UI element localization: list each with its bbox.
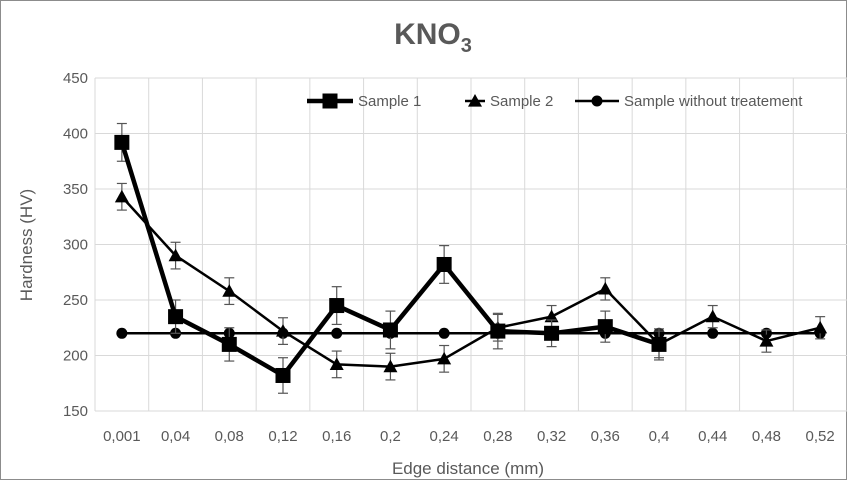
square-marker: [221, 336, 237, 352]
chart-title: KNO3: [394, 18, 472, 57]
square-marker: [490, 323, 506, 339]
x-tick-label: 0,48: [752, 428, 781, 445]
triangle-marker: [276, 324, 290, 337]
square-marker: [382, 322, 398, 338]
x-tick-label: 0,44: [698, 428, 727, 445]
grid-layer: [94, 77, 847, 412]
x-tick-label: 0,36: [591, 428, 620, 445]
circle-marker: [331, 327, 343, 339]
y-tick-label: 250: [63, 292, 88, 309]
legend-item: Sample 1: [307, 93, 421, 110]
circle-marker: [116, 327, 128, 339]
legend-item: Sample without treatement: [575, 93, 803, 110]
triangle-marker: [383, 359, 398, 373]
x-tick-label: 0,04: [161, 428, 190, 445]
x-tick-label: 0,32: [537, 428, 566, 445]
y-axis-title: Hardness (HV): [17, 189, 36, 301]
x-tick-label: 0,12: [268, 428, 297, 445]
series-line: [120, 195, 821, 368]
square-marker: [322, 93, 338, 109]
triangle-marker: [544, 309, 559, 323]
y-tick-label: 300: [63, 237, 88, 254]
x-tick-label: 0,2: [380, 428, 401, 445]
x-tick-label: 0,52: [806, 428, 835, 445]
legend-label: Sample without treatement: [624, 93, 803, 110]
x-tick-label: 0,08: [215, 428, 244, 445]
square-marker: [436, 256, 452, 272]
square-marker: [651, 336, 667, 352]
tick-labels: 150 200 250 300 350 400 450 0,001 0,04 0,08 0,12 0,…: [63, 70, 835, 445]
triangle-marker: [168, 248, 183, 262]
triangle-marker: [759, 334, 774, 347]
circle-marker: [438, 327, 450, 339]
triangle-marker: [598, 281, 613, 295]
x-tick-label: 0,24: [430, 428, 459, 445]
legend: Sample 1 Sample 2 Sample without treatemen…: [307, 93, 803, 110]
square-marker: [168, 309, 184, 325]
legend-label: Sample 1: [358, 93, 421, 110]
legend-item: Sample 2: [465, 93, 553, 110]
triangle-marker: [468, 94, 482, 107]
y-tick-label: 150: [63, 403, 88, 420]
series-sample-1: [114, 122, 667, 394]
legend-label: Sample 2: [490, 93, 553, 110]
x-tick-label: 0,4: [649, 428, 670, 445]
circle-marker: [707, 327, 719, 339]
x-tick-label: 0,16: [322, 428, 351, 445]
square-marker: [114, 134, 130, 150]
triangle-marker: [222, 284, 237, 297]
square-marker: [329, 298, 345, 314]
series-layer: [114, 122, 828, 394]
y-tick-label: 450: [63, 70, 88, 87]
square-marker: [544, 325, 560, 341]
triangle-marker: [114, 189, 129, 203]
circle-marker: [591, 95, 603, 107]
x-tick-label: 0,28: [483, 428, 512, 445]
triangle-marker: [437, 351, 452, 365]
square-marker: [597, 319, 613, 335]
y-tick-label: 350: [63, 181, 88, 198]
triangle-marker: [705, 309, 720, 323]
y-tick-label: 200: [63, 348, 88, 365]
x-tick-label: 0,001: [103, 428, 141, 445]
triangle-marker: [329, 357, 344, 370]
y-tick-label: 400: [63, 126, 88, 143]
square-marker: [275, 367, 291, 383]
x-axis-title: Edge distance (mm): [392, 459, 544, 478]
triangle-marker: [813, 320, 828, 334]
